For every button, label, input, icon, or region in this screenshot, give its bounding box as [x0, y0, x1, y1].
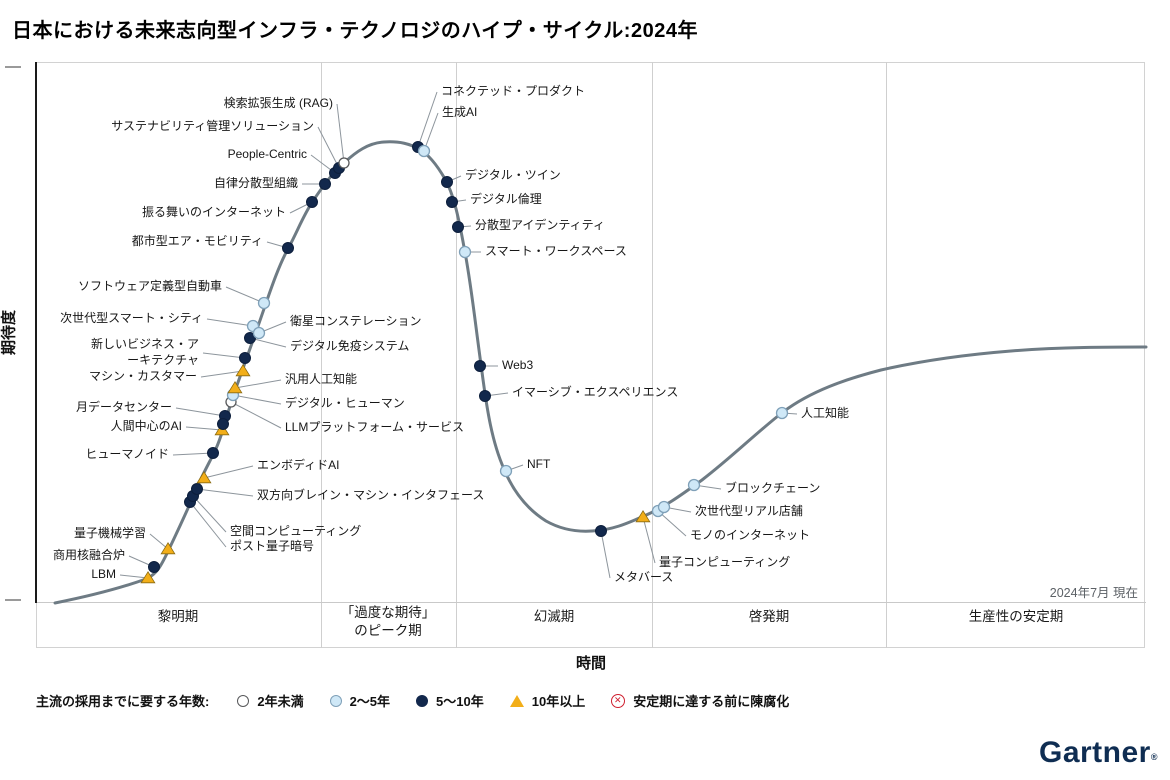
tech-label: 振る舞いのインターネット [141, 205, 286, 219]
phase-label-innovation-trigger: 黎明期 [157, 609, 199, 624]
y-axis-label: 期待度 [0, 310, 18, 356]
tech-label: 汎用人工知能 [285, 372, 358, 386]
y-axis-line [35, 62, 37, 603]
phase-divider-3 [652, 62, 653, 648]
tech-label: 量子機械学習 [73, 526, 146, 540]
x-axis-label: 時間 [575, 655, 606, 672]
legend-label: 2年未満 [257, 694, 304, 709]
tech-label: 自律分散型組織 [213, 176, 298, 190]
tech-label: ポスト量子暗号 [230, 539, 315, 553]
tech-label: 次世代型スマート・シティ [60, 311, 203, 325]
legend-label: 5〜10年 [436, 694, 484, 709]
tech-label: 空間コンピューティング [230, 524, 362, 538]
phase-divider-4 [886, 62, 887, 648]
tech-label: コネクテッド・プロダクト [441, 84, 586, 98]
tech-label: 月データセンター [75, 400, 172, 414]
tech-label: エンボディドAI [257, 458, 340, 472]
tech-label: デジタル・ツイン [465, 168, 561, 182]
adoption-legend: 主流の採用までに要する年数: 2年未満 2〜5年 5〜10年 10年以上 安定期… [36, 691, 789, 710]
tech-label: 検索拡張生成 (RAG) [223, 96, 333, 110]
tech-label: 人間中心のAI [110, 419, 182, 433]
tech-label: Web3 [502, 358, 534, 372]
legend-item-2to5: 2〜5年 [329, 691, 391, 710]
tech-label: 人工知能 [801, 406, 850, 420]
tech-label: ヒューマノイド [85, 447, 169, 461]
tech-label: 量子コンピューティング [659, 555, 791, 569]
tech-label: マシン・カスタマー [88, 369, 197, 383]
legend-label: 安定期に達する前に陳腐化 [633, 694, 790, 709]
phase-divider-1 [321, 62, 322, 648]
tech-label: イマーシブ・エクスペリエンス [512, 385, 679, 399]
legend-title: 主流の採用までに要する年数: [36, 694, 210, 709]
as-of-date: 2024年7月 現在 [1049, 586, 1138, 600]
tech-label: ブロックチェーン [725, 481, 821, 495]
tech-label: 双方向ブレイン・マシン・インタフェース [257, 488, 485, 502]
registered-mark: ® [1150, 752, 1158, 762]
tech-label: デジタル倫理 [470, 192, 542, 206]
tech-label: 新しいビジネス・アーキテクチャ [90, 337, 199, 367]
tech-label: 商用核融合炉 [52, 548, 125, 562]
tech-label: LLMプラットフォーム・サービス [285, 420, 464, 434]
phase-label-trough: 幻滅期 [533, 609, 575, 624]
legend-item-lt2: 2年未満 [237, 691, 304, 710]
tech-label: デジタル・ヒューマン [285, 396, 405, 410]
white-circle-icon [237, 694, 250, 707]
lightblue-circle-icon [329, 694, 342, 707]
legend-item-gt10: 10年以上 [509, 691, 586, 710]
tech-label: 生成AI [442, 105, 478, 119]
y-axis-top-tick [5, 66, 21, 68]
yellow-triangle-icon [509, 694, 524, 707]
tech-label: 次世代型リアル店舗 [695, 504, 803, 518]
legend-item-obsolete: 安定期に達する前に陳腐化 [611, 691, 789, 710]
phase-divider-2 [456, 62, 457, 648]
tech-label: スマート・ワークスペース [485, 244, 627, 258]
tech-label: ソフトウェア定義型自動車 [77, 279, 222, 293]
tech-label: サステナビリティ管理ソリューション [111, 119, 314, 133]
legend-item-5to10: 5〜10年 [416, 691, 484, 710]
y-axis-bottom-tick [5, 599, 21, 601]
legend-label: 10年以上 [531, 694, 586, 709]
tech-label: NFT [527, 457, 551, 471]
phase-label-peak: 「過度な期待」 のピーク期 [340, 605, 436, 638]
tech-label: People-Centric [227, 147, 307, 161]
tech-label: 都市型エア・モビリティ [131, 234, 263, 248]
tech-label: デジタル免疫システム [290, 339, 410, 353]
phase-label-slope: 啓発期 [748, 609, 790, 624]
phase-label-plateau: 生産性の安定期 [968, 609, 1064, 624]
phase-band-line [36, 602, 1146, 603]
plot-border [36, 62, 1145, 648]
chart-title: 日本における未来志向型インフラ・テクノロジのハイプ・サイクル:2024年 [12, 20, 698, 42]
tech-label: モノのインターネット [690, 528, 811, 542]
legend-label: 2〜5年 [349, 694, 391, 709]
tech-label: LBM [91, 567, 116, 581]
tech-label: 分散型アイデンティティ [475, 218, 605, 232]
tech-label: 衛星コンステレーション [290, 314, 422, 328]
tech-label: メタバース [614, 570, 674, 584]
gartner-logo: Gartner® [1038, 736, 1158, 769]
navy-circle-icon [416, 694, 429, 707]
obsolete-crossed-circle-icon [611, 693, 626, 708]
